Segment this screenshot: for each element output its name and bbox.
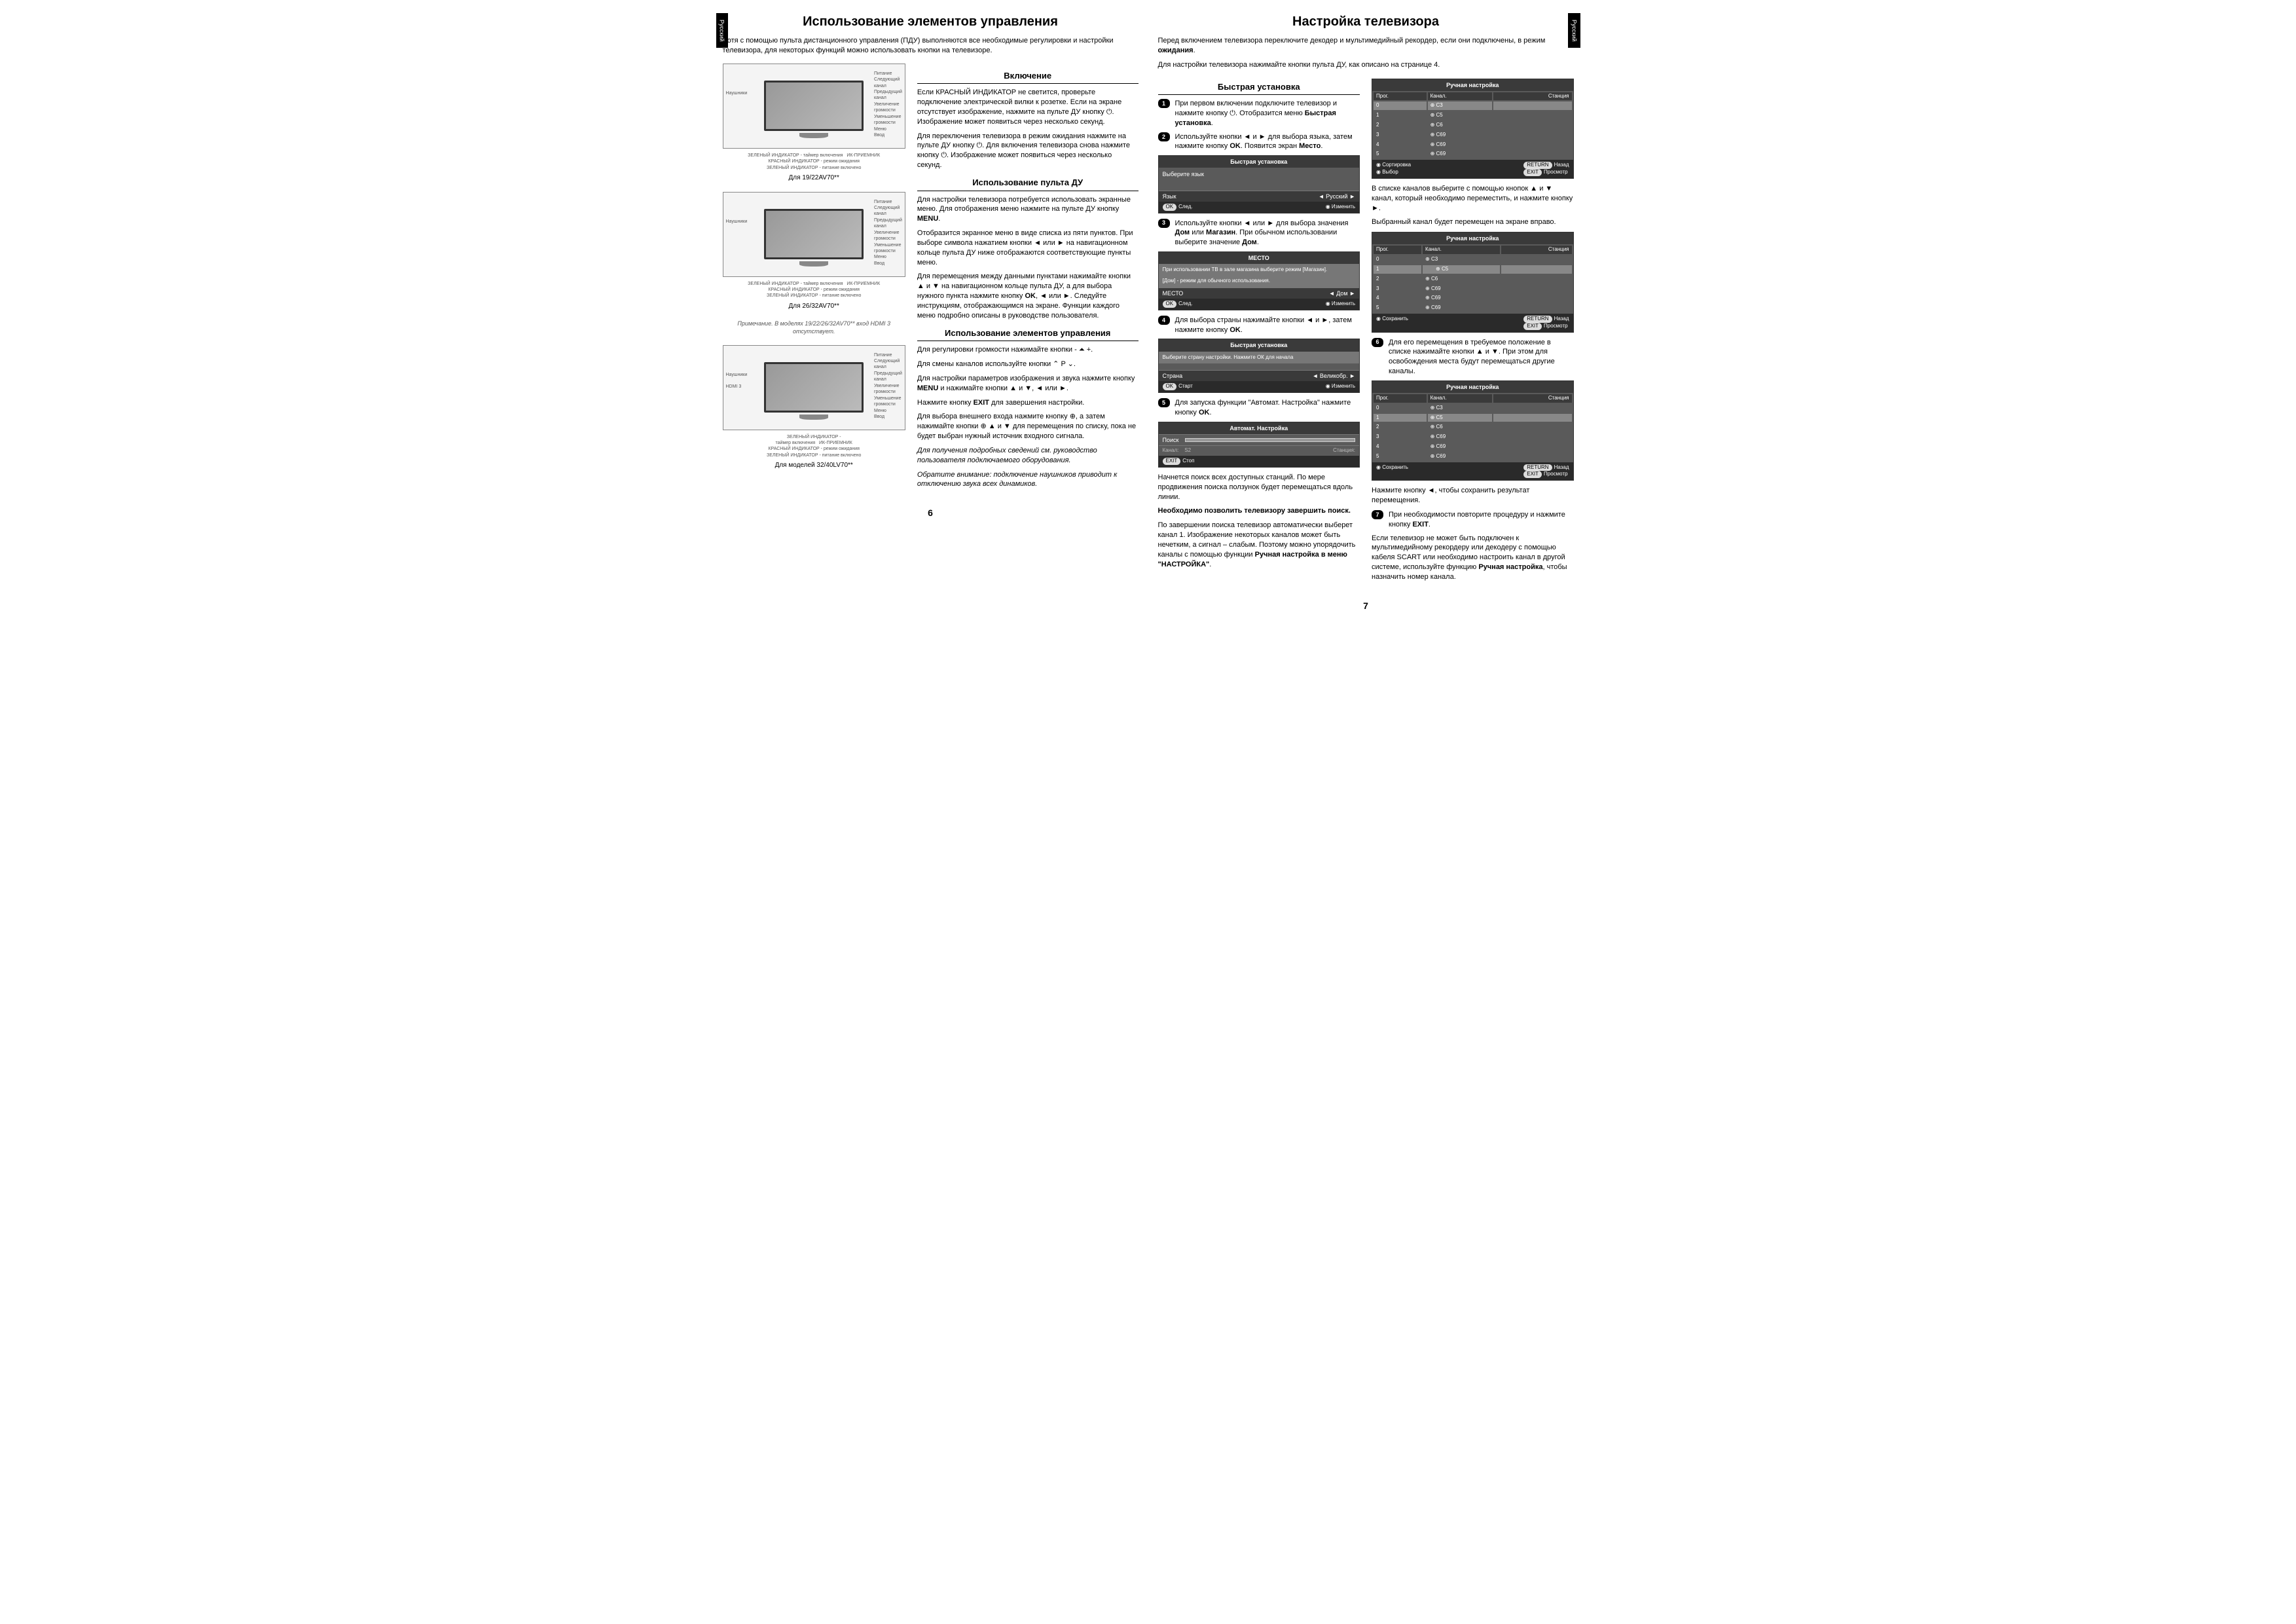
page-7: Русский Настройка телевизора Перед включ…	[1158, 13, 1574, 612]
osd-title: Быстрая установка	[1159, 339, 1360, 351]
page7-left-column: Быстрая установка 1 При первом включении…	[1158, 75, 1360, 587]
lang-tab-left: Русский	[716, 13, 728, 48]
lang-tab-right: Русский	[1568, 13, 1580, 48]
bullet-3-icon: 3	[1158, 219, 1170, 228]
tv-diagram-3: ПитаниеСледующийканалПредыдущийканалУвел…	[723, 345, 905, 430]
osd-auto-tune: Автомат. Настройка Поиск Канал: S2Станци…	[1158, 422, 1360, 468]
osd-manual-2: Ручная настройкаПрог.Канал.Станция0⊕ C31…	[1372, 232, 1574, 332]
ctrl-p2: Для смены каналов используйте кнопки ⌃ P…	[917, 360, 1139, 369]
osd-manual-1: Ручная настройкаПрог.Канал.Станция0⊕ C31…	[1372, 79, 1574, 179]
remote-p2: Отобразится экранное меню в виде списка …	[917, 229, 1139, 267]
page7-subtitle2: Для настройки телевизора нажимайте кнопк…	[1158, 60, 1574, 70]
step-6: 6 Для его перемещения в требуемое положе…	[1372, 338, 1574, 377]
page6-subtitle: Хотя с помощью пульта дистанционного упр…	[723, 36, 1139, 56]
ctrl-note2: Обратите внимание: подключение наушников…	[917, 470, 1139, 490]
osd-title: Быстрая установка	[1159, 156, 1360, 168]
diagram-note: Примечание. В моделях 19/22/26/32AV70** …	[723, 320, 905, 335]
bullet-7-icon: 7	[1372, 510, 1383, 519]
page-number-7: 7	[1158, 600, 1574, 612]
bullet-1-icon: 1	[1158, 99, 1170, 108]
osd-quick-lang: Быстрая установка Выберите язык Язык◄ Ру…	[1158, 155, 1360, 213]
heading-quick-setup: Быстрая установка	[1158, 81, 1360, 96]
bullet-6-icon: 6	[1372, 338, 1383, 347]
page7-right-column: Ручная настройкаПрог.Канал.Станция0⊕ C31…	[1372, 75, 1574, 587]
osd-manual-3: Ручная настройкаПрог.Канал.Станция0⊕ C31…	[1372, 380, 1574, 481]
end-p2: Необходимо позволить телевизору завершит…	[1158, 506, 1360, 516]
ctrl-p3: Для настройки параметров изображения и з…	[917, 374, 1139, 394]
ctrl-note1: Для получения подробных сведений см. рук…	[917, 446, 1139, 466]
page-number-6: 6	[723, 507, 1139, 519]
page-6: Русский Использование элементов управлен…	[723, 13, 1139, 612]
end-p3: По завершении поиска телевизор автоматич…	[1158, 521, 1360, 569]
remote-p3: Для перемещения между данными пунктами н…	[917, 272, 1139, 320]
text-column: Включение Если КРАСНЫЙ ИНДИКАТОР не свет…	[917, 64, 1139, 494]
heading-controls: Использование элементов управления	[917, 327, 1139, 342]
page6-title: Использование элементов управления	[723, 13, 1139, 31]
right-p3: Нажмите кнопку ◄, чтобы сохранить резуль…	[1372, 486, 1574, 506]
step-7: 7 При необходимости повторите процедуру …	[1372, 510, 1574, 530]
diagram-caption-1: Для 19/22AV70**	[723, 174, 905, 183]
osd-title: МЕСТО	[1159, 252, 1360, 264]
diagrams-column: ПитаниеСледующийканалПредыдущийканалУвел…	[723, 64, 905, 494]
osd-body-text: Выберите язык	[1159, 168, 1360, 181]
osd-quick-country: Быстрая установка Выберите страну настро…	[1158, 339, 1360, 393]
right-p1: В списке каналов выберите с помощью кноп…	[1372, 184, 1574, 213]
osd-place: МЕСТО При использовании ТВ в зале магази…	[1158, 251, 1360, 310]
diagram-caption-2: Для 26/32AV70**	[723, 302, 905, 311]
power-on-p2: Для переключения телевизора в режим ожид…	[917, 132, 1139, 170]
bullet-4-icon: 4	[1158, 316, 1170, 325]
tv-diagram-1: ПитаниеСледующийканалПредыдущийканалУвел…	[723, 64, 905, 149]
bullet-5-icon: 5	[1158, 398, 1170, 407]
diagram-caption-3: Для моделей 32/40LV70**	[723, 461, 905, 470]
step-4: 4 Для выбора страны нажимайте кнопки ◄ и…	[1158, 316, 1360, 335]
page7-subtitle1: Перед включением телевизора переключите …	[1158, 36, 1574, 56]
bullet-2-icon: 2	[1158, 132, 1170, 141]
heading-remote: Использование пульта ДУ	[917, 177, 1139, 191]
ctrl-p1: Для регулировки громкости нажимайте кноп…	[917, 345, 1139, 355]
end-p1: Начнется поиск всех доступных станций. П…	[1158, 473, 1360, 502]
step-5: 5 Для запуска функции "Автомат. Настройк…	[1158, 398, 1360, 418]
remote-p1: Для настройки телевизора потребуется исп…	[917, 195, 1139, 225]
power-on-p1: Если КРАСНЫЙ ИНДИКАТОР не светится, пров…	[917, 88, 1139, 126]
heading-power-on: Включение	[917, 70, 1139, 84]
right-p2: Выбранный канал будет перемещен на экран…	[1372, 217, 1574, 227]
page7-title: Настройка телевизора	[1158, 13, 1574, 31]
ctrl-p4: Нажмите кнопку EXIT для завершения настр…	[917, 398, 1139, 408]
end-p4: Если телевизор не может быть подключен к…	[1372, 534, 1574, 582]
ctrl-p5: Для выбора внешнего входа нажмите кнопку…	[917, 412, 1139, 441]
osd-title: Автомат. Настройка	[1159, 422, 1360, 434]
step-3: 3 Используйте кнопки ◄ или ► для выбора …	[1158, 219, 1360, 248]
step-2: 2 Используйте кнопки ◄ и ► для выбора яз…	[1158, 132, 1360, 152]
tv-diagram-2: ПитаниеСледующийканалПредыдущийканалУвел…	[723, 192, 905, 277]
step-1: 1 При первом включении подключите телеви…	[1158, 99, 1360, 128]
